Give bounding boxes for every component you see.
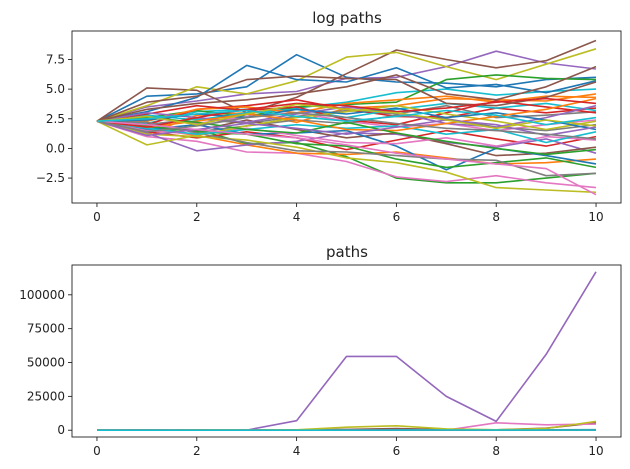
paths-y-tick-label: 0 (57, 423, 65, 437)
log-paths-y-tick-label: −2.5 (36, 171, 65, 185)
paths-y-tick-label: 25000 (27, 389, 65, 403)
log-paths-series-line-18 (96, 120, 597, 194)
log-paths-series-line-38 (96, 103, 597, 130)
log-paths-x-tick-label: 8 (492, 210, 500, 224)
log-paths-series-line-35 (96, 65, 597, 122)
log-paths-series-line-37 (96, 112, 597, 140)
paths-x-tick-label: 2 (193, 444, 201, 458)
log-paths-y-ticks: −2.5 0.0 2.5 5.0 7.5 (36, 52, 72, 185)
paths-x-tick-label: 8 (492, 444, 500, 458)
log-paths-x-tick-label: 6 (393, 210, 401, 224)
log-paths-panel: log paths 0 2 4 6 8 10 −2.5 0.0 2.5 5.0 7.5 (36, 9, 622, 224)
log-paths-series-line-0 (96, 53, 597, 122)
log-paths-series-line-5 (96, 39, 597, 122)
log-paths-series-line-8 (96, 48, 597, 122)
paths-x-tick-label: 6 (393, 444, 401, 458)
paths-x-tick-label: 0 (93, 444, 101, 458)
log-paths-y-tick-label: 2.5 (46, 112, 65, 126)
paths-y-ticks: 0 25000 50000 75000 100000 (19, 288, 72, 437)
paths-y-tick-label: 50000 (27, 356, 65, 370)
log-paths-x-tick-label: 2 (193, 210, 201, 224)
paths-x-ticks: 0 2 4 6 8 10 (93, 437, 604, 458)
paths-y-tick-label: 75000 (27, 322, 65, 336)
log-paths-y-tick-label: 0.0 (46, 141, 65, 155)
log-paths-x-ticks: 0 2 4 6 8 10 (93, 203, 604, 224)
log-paths-x-tick-label: 10 (588, 210, 603, 224)
log-paths-series-line-10 (96, 64, 597, 122)
log-paths-series-line-34 (96, 119, 597, 137)
log-paths-series-line-6 (96, 120, 597, 189)
paths-series-line-4 (97, 271, 597, 432)
paths-panel: paths 0 2 4 6 8 10 0 25000 50000 75000 100000 (19, 243, 622, 458)
log-paths-series-line-39 (96, 109, 597, 126)
log-paths-series-line-33 (96, 97, 597, 128)
paths-lines (96, 271, 597, 432)
paths-x-tick-label: 10 (588, 444, 603, 458)
log-paths-x-tick-label: 4 (293, 210, 301, 224)
log-paths-series-line-25 (96, 75, 597, 122)
log-paths-series-line-31 (96, 97, 597, 132)
log-paths-y-tick-label: 7.5 (46, 52, 65, 66)
log-paths-x-tick-label: 0 (93, 210, 101, 224)
paths-y-tick-label: 100000 (19, 288, 65, 302)
log-paths-y-tick-label: 5.0 (46, 82, 65, 96)
log-paths-series-line-28 (96, 104, 597, 146)
log-paths-series-line-14 (96, 120, 597, 154)
paths-axes (71, 264, 622, 438)
paths-x-tick-label: 4 (293, 444, 301, 458)
paths-title: paths (326, 243, 368, 261)
log-paths-axes (71, 30, 622, 204)
log-paths-lines (96, 39, 597, 196)
log-paths-title: log paths (312, 9, 382, 27)
